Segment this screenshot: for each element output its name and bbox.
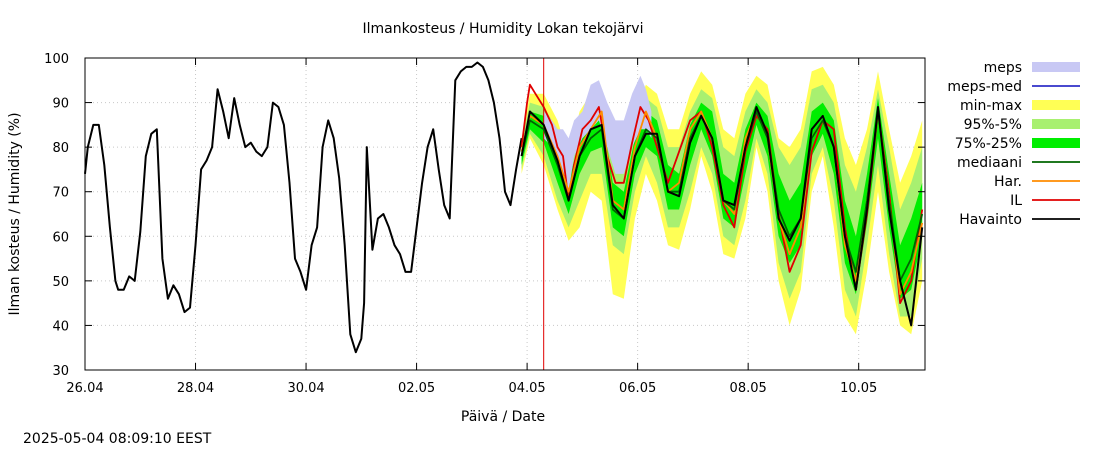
x-tick-label: 30.04 bbox=[287, 381, 324, 396]
x-tick-label: 28.04 bbox=[177, 381, 214, 396]
x-axis-ticks: 26.04 28.04 30.04 02.05 04.05 06.05 08.05 10.05 bbox=[66, 58, 877, 396]
x-tick-label: 04.05 bbox=[508, 381, 545, 396]
x-tick-label: 26.04 bbox=[66, 381, 103, 396]
x-tick-label: 10.05 bbox=[840, 381, 877, 396]
legend-label: 75%-25% bbox=[955, 136, 1022, 152]
timestamp: 2025-05-04 08:09:10 EEST bbox=[23, 431, 212, 447]
series-lines bbox=[84, 61, 924, 354]
y-tick-label: 90 bbox=[52, 97, 69, 112]
legend-label: Har. bbox=[994, 174, 1022, 190]
legend-label: meps-med bbox=[947, 79, 1022, 95]
legend-swatch bbox=[1032, 119, 1080, 129]
legend-label: min-max bbox=[960, 98, 1022, 114]
y-tick-label: 100 bbox=[44, 52, 69, 67]
legend-label: meps bbox=[984, 60, 1022, 76]
y-tick-label: 80 bbox=[52, 141, 69, 156]
y-tick-label: 40 bbox=[52, 319, 69, 334]
y-tick-label: 70 bbox=[52, 186, 69, 201]
y-tick-label: 30 bbox=[52, 364, 69, 379]
plot-frame bbox=[84, 57, 926, 371]
legend-swatch bbox=[1032, 62, 1080, 72]
y-tick-label: 50 bbox=[52, 275, 69, 290]
series-line-il bbox=[520, 83, 924, 305]
series-line-havainto_forecast bbox=[520, 106, 924, 327]
y-axis-ticks: 30 40 50 60 70 80 90 100 bbox=[44, 52, 925, 379]
y-tick-label: 60 bbox=[52, 230, 69, 245]
y-axis-label: Ilman kosteus / Humidity (%) bbox=[7, 112, 23, 315]
x-tick-label: 02.05 bbox=[398, 381, 435, 396]
legend-label: Havainto bbox=[959, 212, 1022, 228]
legend-label: 95%-5% bbox=[964, 117, 1022, 133]
x-axis-label: Päivä / Date bbox=[461, 409, 545, 425]
x-tick-label: 08.05 bbox=[730, 381, 767, 396]
series-line-havainto bbox=[84, 61, 523, 354]
legend-label: IL bbox=[1010, 193, 1022, 209]
legend-swatch bbox=[1032, 138, 1080, 148]
x-tick-label: 06.05 bbox=[619, 381, 656, 396]
legend-swatch bbox=[1032, 100, 1080, 110]
chart-title: Ilmankosteus / Humidity Lokan tekojärvi bbox=[363, 21, 644, 37]
band-meps bbox=[543, 75, 652, 192]
legend: meps meps-med min-max 95%-5% 75%-25% mediaani… bbox=[947, 60, 1080, 228]
legend-label: mediaani bbox=[957, 155, 1022, 171]
